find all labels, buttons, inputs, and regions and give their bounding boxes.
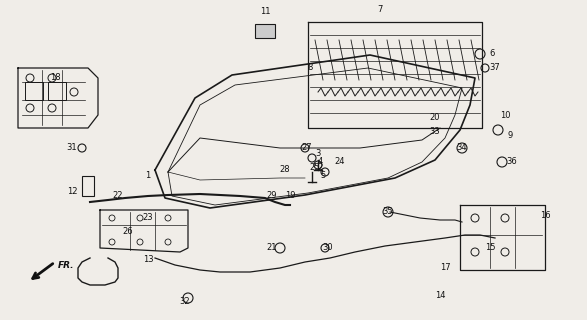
Text: 1: 1 (146, 171, 151, 180)
Text: 11: 11 (260, 7, 270, 17)
Text: 31: 31 (67, 143, 77, 153)
Text: 27: 27 (302, 143, 312, 153)
Text: 16: 16 (539, 211, 551, 220)
Text: FR.: FR. (58, 261, 75, 270)
Text: 13: 13 (143, 255, 153, 265)
Bar (25, 82, 43, 100)
Text: 15: 15 (485, 244, 495, 252)
Text: 33: 33 (430, 127, 440, 137)
Text: 4: 4 (318, 157, 323, 166)
Text: 22: 22 (113, 191, 123, 201)
Text: 35: 35 (383, 207, 393, 217)
Text: 3: 3 (315, 149, 321, 158)
Text: 36: 36 (507, 157, 517, 166)
Text: 23: 23 (143, 213, 153, 222)
Text: 8: 8 (308, 63, 313, 73)
Text: 6: 6 (490, 50, 495, 59)
Text: 34: 34 (457, 143, 467, 153)
Text: 30: 30 (323, 244, 333, 252)
Text: 12: 12 (67, 188, 77, 196)
Text: 32: 32 (180, 298, 190, 307)
Text: 24: 24 (335, 157, 345, 166)
Text: 19: 19 (285, 190, 295, 199)
Text: 18: 18 (50, 74, 60, 83)
Text: 17: 17 (440, 263, 450, 273)
Text: 2: 2 (318, 164, 323, 172)
Bar (82, 176, 94, 196)
Text: 5: 5 (321, 172, 326, 180)
Bar (48, 82, 66, 100)
Text: 7: 7 (377, 5, 383, 14)
Text: 28: 28 (279, 165, 291, 174)
Text: 20: 20 (430, 114, 440, 123)
Text: 25: 25 (310, 164, 321, 172)
Text: 21: 21 (266, 244, 277, 252)
Text: 10: 10 (500, 110, 510, 119)
Bar (255, 24, 275, 38)
Text: 9: 9 (507, 131, 512, 140)
Text: 29: 29 (266, 191, 277, 201)
Text: 26: 26 (123, 228, 133, 236)
Text: 14: 14 (435, 291, 446, 300)
Text: 37: 37 (490, 63, 500, 73)
